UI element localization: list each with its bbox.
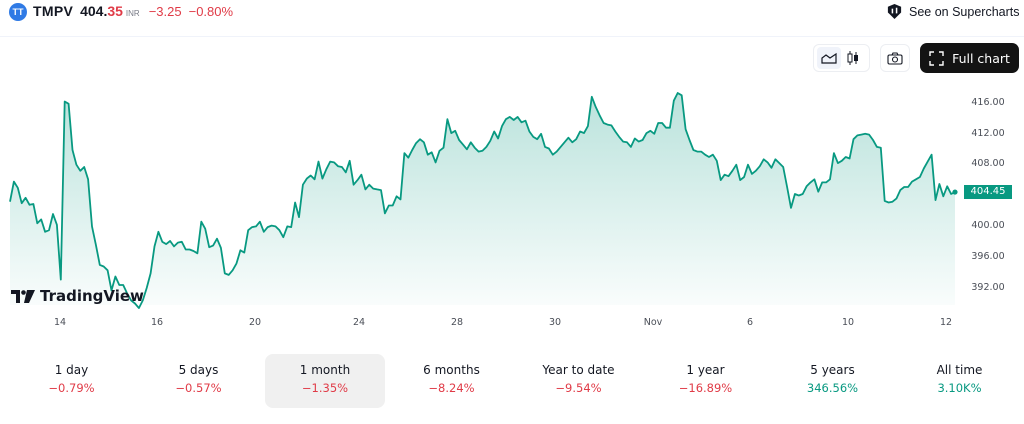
- x-tick-label: 28: [450, 317, 464, 328]
- period-tab-year-to-date[interactable]: Year to date −9.54%: [515, 354, 642, 408]
- candles-style-button[interactable]: [841, 47, 865, 69]
- price-chart[interactable]: [0, 0, 1024, 340]
- chart-style-toggle: [813, 44, 870, 72]
- period-tab-1-month[interactable]: 1 month −1.35%: [265, 354, 385, 408]
- y-tick-label: 408.00: [971, 158, 1005, 169]
- area-style-button[interactable]: [817, 47, 841, 69]
- x-tick-label: 30: [548, 317, 562, 328]
- x-tick-label: 10: [841, 317, 855, 328]
- period-change: −9.54%: [555, 381, 602, 395]
- period-selector: 1 day −0.79% 5 days −0.57% 1 month −1.35% 6 mo…: [8, 354, 1023, 408]
- see-on-supercharts-label: See on Supercharts: [909, 4, 1020, 19]
- x-tick-label: 14: [53, 317, 67, 328]
- price-tail: 35: [107, 3, 123, 19]
- symbol-header: TT TMPV 404.35 INR −3.25 −0.80% See on S…: [0, 0, 1024, 30]
- period-change: 346.56%: [806, 381, 859, 395]
- price-main: 404.: [80, 3, 108, 19]
- period-label: 1 month: [299, 363, 351, 377]
- y-tick-label: 392.00: [971, 282, 1005, 293]
- y-tick-label: 396.00: [971, 251, 1005, 262]
- y-tick-label: 400.00: [971, 220, 1005, 231]
- supercharts-icon: [887, 3, 902, 20]
- period-label: Year to date: [542, 363, 615, 377]
- x-tick-label: 24: [352, 317, 366, 328]
- tradingview-wordmark: TradingView: [40, 287, 144, 305]
- last-price-dot: [952, 189, 958, 195]
- header-divider: [0, 36, 1024, 37]
- fullscreen-icon: [929, 50, 944, 66]
- period-change: −1.35%: [301, 381, 349, 395]
- tradingview-watermark: TradingView: [11, 287, 144, 305]
- x-tick-label: 6: [746, 317, 754, 328]
- price-change-percent: −0.80%: [188, 4, 234, 19]
- x-tick-label: Nov: [643, 317, 663, 328]
- x-tick-label: 20: [248, 317, 262, 328]
- full-chart-button[interactable]: Full chart: [920, 43, 1019, 73]
- see-on-supercharts-link[interactable]: See on Supercharts: [886, 3, 1020, 20]
- period-change: −0.79%: [48, 381, 95, 395]
- x-tick-label: 16: [150, 317, 164, 328]
- price-line: [9, 92, 956, 309]
- period-label: 1 day: [54, 363, 89, 377]
- last-price-badge: 404.45: [964, 185, 1012, 199]
- price-area-fill: [10, 93, 955, 309]
- price-change: −3.25: [148, 4, 182, 19]
- period-tab-1-day[interactable]: 1 day −0.79%: [8, 354, 135, 408]
- candlestick-icon: [847, 51, 858, 65]
- period-label: 5 years: [810, 363, 855, 377]
- y-tick-label: 412.00: [971, 128, 1005, 139]
- snapshot-button[interactable]: [880, 44, 910, 72]
- last-price: 404.35: [80, 3, 123, 19]
- currency: INR: [125, 9, 140, 18]
- period-label: All time: [936, 363, 983, 377]
- period-change: −0.57%: [175, 381, 222, 395]
- period-change: −8.24%: [428, 381, 475, 395]
- area-chart-icon: [821, 52, 837, 64]
- period-change: −16.89%: [678, 381, 733, 395]
- period-label: 5 days: [178, 363, 219, 377]
- period-label: 6 months: [423, 363, 480, 377]
- y-tick-label: 416.00: [971, 97, 1005, 108]
- period-label: 1 year: [686, 363, 725, 377]
- camera-icon: [887, 51, 903, 65]
- period-tab-5-years[interactable]: 5 years 346.56%: [769, 354, 896, 408]
- period-tab-5-days[interactable]: 5 days −0.57%: [135, 354, 262, 408]
- period-tab-all-time[interactable]: All time 3.10K%: [896, 354, 1023, 408]
- symbol-quote-row: TT TMPV 404.35 INR −3.25 −0.80%: [9, 3, 233, 21]
- symbol-name[interactable]: TMPV: [33, 3, 74, 19]
- full-chart-label: Full chart: [952, 50, 1010, 66]
- x-tick-label: 12: [939, 317, 953, 328]
- company-logo: TT: [9, 3, 27, 21]
- period-tab-6-months[interactable]: 6 months −8.24%: [388, 354, 515, 408]
- tradingview-logo-icon: [11, 289, 35, 303]
- period-tab-1-year[interactable]: 1 year −16.89%: [642, 354, 769, 408]
- period-change: 3.10K%: [937, 381, 982, 395]
